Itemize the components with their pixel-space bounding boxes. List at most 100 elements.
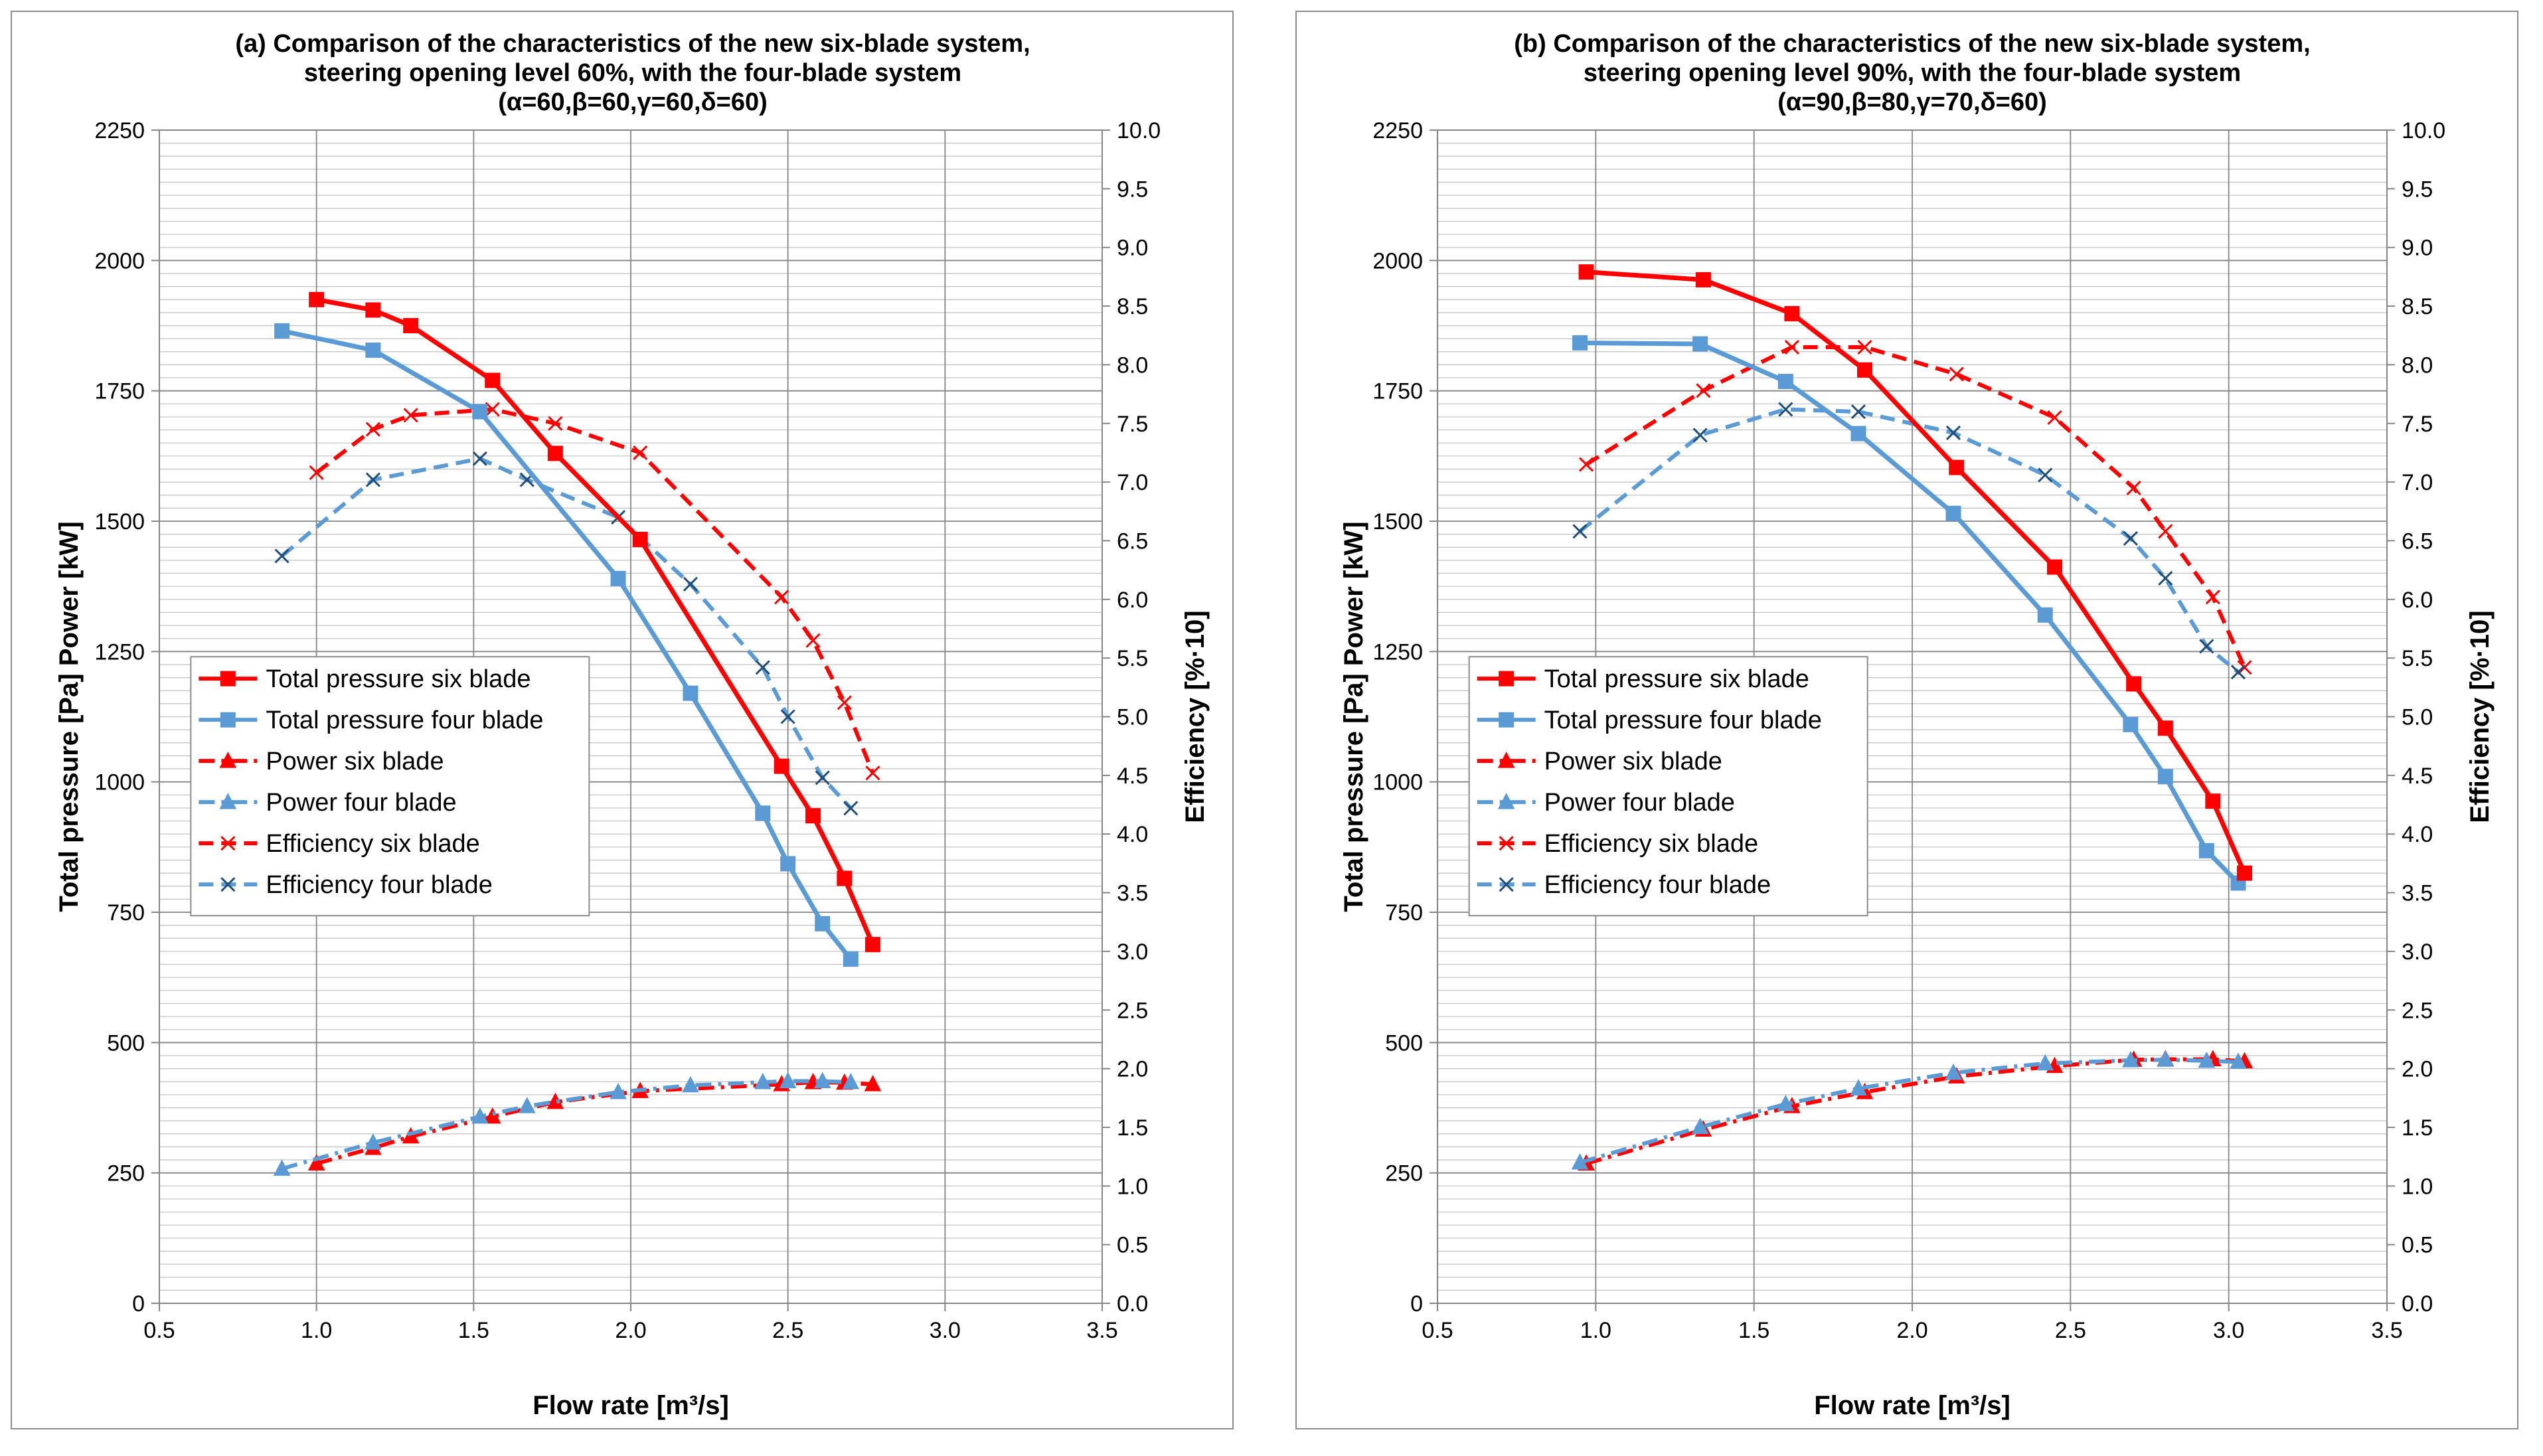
data-point [633, 445, 648, 460]
y2-tick-label: 5.0 [2402, 705, 2433, 730]
data-point [1572, 335, 1588, 351]
data-point [2237, 660, 2252, 675]
data-point [403, 318, 419, 333]
x-tick-label: 1.0 [1580, 1318, 1611, 1343]
x-tick-label: 3.5 [2371, 1318, 2402, 1343]
y-axis-label: Total pressure [Pa] Power [kW] [1339, 521, 1368, 912]
legend-label: Total pressure four blade [1544, 706, 1822, 734]
series-efficiency-six-blade [309, 402, 880, 781]
data-point [1949, 459, 1965, 475]
data-point [755, 660, 770, 675]
series-line [1586, 1057, 2245, 1166]
y-tick-label: 2000 [94, 248, 145, 274]
y-tick-label: 2250 [1372, 118, 1423, 143]
data-point [1857, 339, 1872, 355]
series-line [1585, 345, 2247, 669]
data-point [547, 445, 563, 461]
data-point [843, 801, 859, 816]
data-point [1945, 1063, 1962, 1080]
y2-tick-label: 6.0 [2402, 588, 2433, 613]
axes: 0 250 500 750 1000 1250 1500 1750 2000 2250 0.0 0.5… [94, 118, 1161, 1343]
legend: Total pressure six blade Total pressure f… [190, 656, 590, 917]
legend-marker [1497, 752, 1515, 768]
legend-label: Power four blade [266, 789, 456, 817]
data-point [1572, 524, 1588, 539]
legend-marker [220, 712, 236, 728]
y2-tick-label: 3.5 [2402, 881, 2433, 906]
data-point [1691, 1117, 1709, 1135]
data-point [1777, 374, 1793, 390]
y-tick-label: 1750 [94, 379, 145, 404]
data-point [774, 758, 789, 774]
series-line [1579, 1058, 2239, 1165]
legend-box [1468, 656, 1868, 917]
data-point [365, 422, 380, 437]
series-total-pressure-six-blade [309, 291, 880, 953]
y2-tick-label: 5.0 [1117, 705, 1148, 730]
y2-tick-label: 2.5 [2402, 998, 2433, 1023]
legend-label: Power six blade [1544, 748, 1722, 775]
y-tick-label: 0 [132, 1291, 145, 1317]
data-point [1850, 426, 1866, 442]
data-point [864, 1075, 882, 1092]
y2-tick-label: 5.5 [1117, 646, 1148, 671]
legend-marker [1497, 793, 1515, 809]
data-point [805, 808, 821, 824]
y2-tick-label: 3.0 [1117, 939, 1148, 965]
data-point [2157, 1050, 2174, 1067]
y2-tick-label: 6.0 [1117, 588, 1148, 613]
data-point [755, 805, 771, 821]
legend-marker [220, 877, 236, 892]
data-point [813, 1072, 831, 1088]
data-point [1945, 425, 1961, 440]
series-total-pressure-four-blade [274, 323, 859, 967]
data-point [307, 1154, 325, 1171]
data-point [842, 1072, 860, 1090]
data-point [2230, 665, 2246, 680]
data-point [2037, 607, 2053, 623]
data-point [780, 856, 796, 872]
legend-label: Total pressure six blade [1544, 665, 1809, 693]
legend-marker [1499, 836, 1514, 851]
data-point [274, 548, 289, 564]
data-point [365, 1133, 382, 1150]
x-tick-label: 1.0 [301, 1318, 332, 1343]
x-axis-label: Flow rate [m³/s] [1814, 1391, 2010, 1420]
series-line [316, 297, 875, 946]
series-line [1580, 340, 2240, 885]
data-point [1949, 366, 1964, 382]
y-tick-label: 1250 [94, 639, 145, 665]
legend-label: Power six blade [266, 748, 444, 775]
x-tick-label: 2.5 [772, 1318, 803, 1343]
y2-tick-label: 9.5 [2402, 177, 2433, 202]
data-point [518, 1097, 536, 1113]
x-tick-label: 3.0 [930, 1318, 961, 1343]
y2-tick-label: 7.5 [1117, 412, 1148, 437]
data-point [548, 416, 563, 431]
chart-title-line: (a) Comparison of the characteristics of… [235, 30, 1030, 58]
data-point [837, 870, 853, 886]
data-point [837, 695, 852, 710]
data-point [774, 590, 789, 605]
data-point [2123, 716, 2139, 732]
data-point [1857, 362, 1872, 378]
data-point [815, 916, 831, 931]
y2-tick-label: 0.0 [1117, 1291, 1148, 1317]
series-line [281, 1079, 851, 1171]
y2-tick-label: 2.0 [1117, 1057, 1148, 1082]
x-tick-label: 0.5 [143, 1318, 175, 1343]
data-point [2036, 1054, 2054, 1071]
data-point [2126, 676, 2142, 692]
data-point [1945, 505, 1961, 521]
y2-tick-label: 0.5 [2402, 1233, 2433, 1258]
data-point [2047, 410, 2062, 425]
data-point [1696, 383, 1711, 398]
data-point [483, 1107, 501, 1124]
y2-tick-label: 4.5 [2402, 764, 2433, 789]
y-tick-label: 2250 [94, 118, 145, 143]
series-efficiency-four-blade [1572, 402, 2246, 680]
data-point [2126, 480, 2141, 495]
data-point [1578, 264, 1594, 280]
legend-label: Total pressure six blade [266, 665, 531, 693]
